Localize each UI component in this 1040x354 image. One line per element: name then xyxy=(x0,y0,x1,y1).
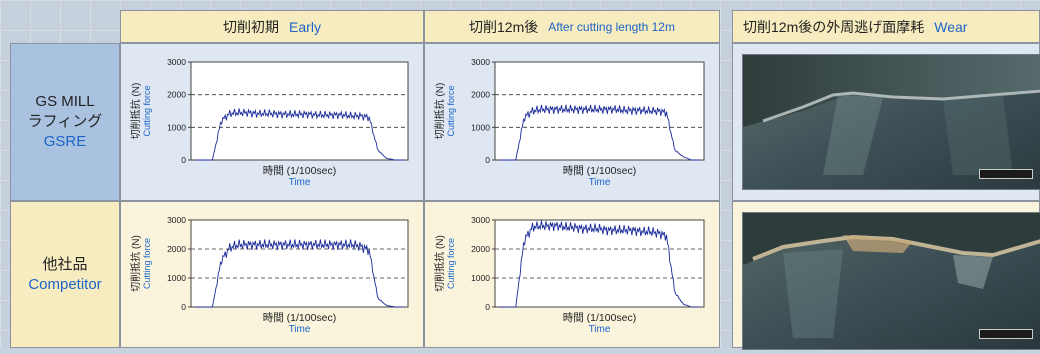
row-gsre-line2: ラフィング xyxy=(27,113,103,130)
chart-competitor-early: 0 1000 2000 3000 切削抵抗 (N) Cutting force 時間 (1/… xyxy=(129,215,409,335)
y-tick-label: 1000 xyxy=(471,122,490,132)
x-axis-label-en: Time xyxy=(589,324,611,335)
y-axis-label-en: Cutting force xyxy=(446,238,456,289)
y-tick-label: 2000 xyxy=(471,90,490,100)
series-line xyxy=(499,104,700,161)
y-axis-label-en: Cutting force xyxy=(142,238,152,289)
row-competitor-line1: 他社品 xyxy=(42,255,88,273)
header-wear: 切削12m後の外周逃げ面摩耗 Wear xyxy=(732,10,1040,43)
x-axis-label-en: Time xyxy=(589,177,611,188)
chart-gsre-early: 0 1000 2000 3000 切削抵抗 (N) Cutting force 時間 (1/… xyxy=(129,57,409,188)
x-axis-label-en: Time xyxy=(289,324,311,335)
y-tick-label: 3000 xyxy=(167,215,186,225)
series-line xyxy=(195,239,404,308)
chart-gsre-12m: 0 1000 2000 3000 切削抵抗 (N) Cutting force 時間 (1/… xyxy=(433,57,705,188)
header-wear-en: Wear xyxy=(934,18,968,35)
y-tick-label: 0 xyxy=(181,155,186,165)
y-tick-label: 0 xyxy=(485,155,490,165)
row-gsre-line3: GSRE xyxy=(43,133,87,150)
wear-cell-gsre xyxy=(732,43,1040,201)
header-early-jp: 切削初期 xyxy=(223,18,280,35)
x-axis-label: 時間 (1/100sec) xyxy=(263,165,337,177)
x-axis-label: 時間 (1/100sec) xyxy=(263,312,337,324)
x-axis-label-en: Time xyxy=(289,177,311,188)
series-line xyxy=(499,220,700,308)
y-tick-label: 1000 xyxy=(471,273,490,283)
y-tick-label: 0 xyxy=(181,302,186,312)
header-wear-jp: 切削12m後の外周逃げ面摩耗 xyxy=(743,18,925,35)
chart-cell-competitor-early: 0 1000 2000 3000 切削抵抗 (N) Cutting force 時間 (1/… xyxy=(120,201,424,348)
y-axis-label: 切削抵抗 (N) xyxy=(433,235,446,292)
chart-cell-gsre-early: 0 1000 2000 3000 切削抵抗 (N) Cutting force 時間 (1/… xyxy=(120,43,424,201)
y-tick-label: 0 xyxy=(485,302,490,312)
header-early: 切削初期 Early xyxy=(120,10,424,43)
row-gsre-line1: GS MILL xyxy=(35,93,95,110)
x-axis-label: 時間 (1/100sec) xyxy=(563,312,637,324)
header-early-en: Early xyxy=(289,18,321,35)
row-label-gsre: GS MILL ラフィング GSRE xyxy=(10,43,120,201)
y-tick-label: 3000 xyxy=(471,215,490,225)
series-line xyxy=(195,108,404,161)
y-axis-label: 切削抵抗 (N) xyxy=(433,83,446,140)
y-axis-label: 切削抵抗 (N) xyxy=(129,83,142,140)
chart-cell-gsre-12m: 0 1000 2000 3000 切削抵抗 (N) Cutting force 時間 (1/… xyxy=(424,43,720,201)
wear-image-gsre xyxy=(743,55,1040,189)
plot-area xyxy=(190,219,409,308)
y-tick-label: 2000 xyxy=(471,244,490,254)
wear-cell-competitor xyxy=(732,201,1040,350)
y-tick-label: 2000 xyxy=(167,244,186,254)
y-axis-label-en: Cutting force xyxy=(142,85,152,136)
y-axis-label-en: Cutting force xyxy=(446,85,456,136)
header-after-en: After cutting length 12m xyxy=(548,19,675,34)
y-tick-label: 3000 xyxy=(471,57,490,67)
plot-area xyxy=(494,61,705,161)
header-after-jp: 切削12m後 xyxy=(469,18,539,35)
scale-bar-gsre xyxy=(979,169,1033,179)
wear-photo-competitor xyxy=(742,212,1040,350)
y-tick-label: 1000 xyxy=(167,273,186,283)
y-axis-label: 切削抵抗 (N) xyxy=(129,235,142,292)
row-competitor-line2: Competitor xyxy=(28,275,102,293)
scale-bar-competitor xyxy=(979,329,1033,339)
chart-competitor-12m: 0 1000 2000 3000 切削抵抗 (N) Cutting force 時間 (1/… xyxy=(433,215,705,335)
row-label-competitor: 他社品 Competitor xyxy=(10,201,120,348)
y-tick-label: 3000 xyxy=(167,57,186,67)
header-after-12m: 切削12m後 After cutting length 12m xyxy=(424,10,720,43)
y-tick-label: 1000 xyxy=(167,122,186,132)
x-axis-label: 時間 (1/100sec) xyxy=(563,165,637,177)
wear-photo-gsre xyxy=(742,54,1040,190)
y-tick-label: 2000 xyxy=(167,90,186,100)
chart-cell-competitor-12m: 0 1000 2000 3000 切削抵抗 (N) Cutting force 時間 (1/… xyxy=(424,201,720,348)
wear-image-competitor xyxy=(743,213,1040,349)
plot-area xyxy=(494,219,705,308)
plot-area xyxy=(190,61,409,161)
